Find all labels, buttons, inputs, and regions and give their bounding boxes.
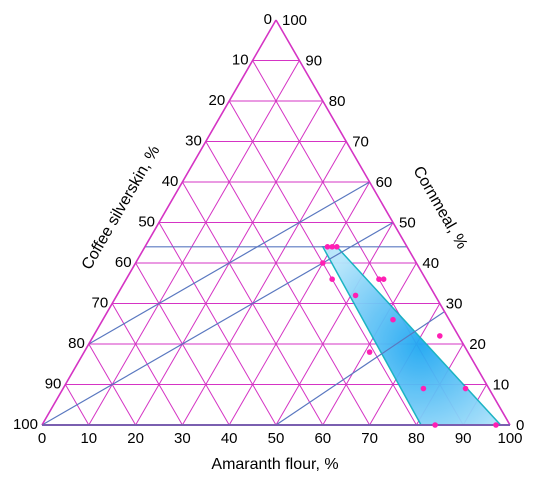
data-point-5 [329,276,335,283]
tick-amaranth-50: 50 [268,430,285,447]
data-point-9 [390,316,396,323]
data-point-11 [437,333,443,339]
data-point-10 [366,349,373,355]
reference-line-4 [275,311,445,426]
amaranth-axis-label: Amaranth flour, % [211,456,338,473]
data-point-2 [329,244,335,250]
tick-coffee-70: 70 [92,295,109,312]
data-point-13 [462,385,469,392]
tick-amaranth-30: 30 [174,430,191,447]
cornmeal-axis-label: Cornmeal, % [409,163,470,252]
data-point-15 [493,422,499,428]
tick-cornmeal-60: 60 [376,174,393,191]
tick-amaranth-70: 70 [361,430,378,447]
tick-coffee-100: 100 [13,416,38,433]
tick-coffee-20: 20 [209,92,226,109]
tick-cornmeal-40: 40 [422,255,439,272]
tick-amaranth-40: 40 [221,430,238,447]
tick-labels: 0 10 20 30 40 50 60 70 80 90 100010203040506070809… [13,11,524,447]
tick-cornmeal-70: 70 [352,134,369,151]
grid-line-amaranth-50 [275,222,394,426]
tick-cornmeal-30: 30 [446,296,463,313]
tick-amaranth-60: 60 [314,430,331,447]
tick-amaranth-100: 100 [497,430,522,447]
tick-amaranth-80: 80 [408,430,425,447]
tick-coffee-60: 60 [115,254,132,271]
tick-coffee-40: 40 [162,173,179,190]
triangle-frame [41,19,511,426]
data-point-7 [380,276,387,283]
data-point-3 [334,244,340,250]
tick-cornmeal-0: 0 [516,417,524,434]
reference-line-1 [41,221,394,426]
tick-coffee-90: 90 [45,376,62,393]
data-point-6 [376,276,382,283]
tick-cornmeal-10: 10 [493,377,510,394]
reference-lines [41,181,445,426]
frame-right-edge [275,19,511,426]
data-point-12 [420,385,427,392]
tick-coffee-0: 0 [264,11,272,28]
data-points [320,244,499,428]
tick-coffee-80: 80 [68,335,85,352]
tick-cornmeal-80: 80 [329,93,346,110]
tick-amaranth-20: 20 [127,430,144,447]
tick-coffee-50: 50 [138,214,155,231]
tick-amaranth-90: 90 [455,430,472,447]
data-point-14 [432,422,438,428]
tick-amaranth-0: 0 [38,430,46,447]
frame-left-edge [41,19,277,426]
data-point-8 [352,292,359,299]
reference-line-2 [88,181,370,345]
grid-line-amaranth-10 [88,60,300,426]
tick-amaranth-10: 10 [80,430,97,447]
tick-coffee-30: 30 [185,133,202,150]
grid-line-amaranth-30 [181,141,347,426]
tick-coffee-10: 10 [232,52,249,69]
grid-line-amaranth-60 [322,262,417,426]
tick-cornmeal-90: 90 [305,53,322,70]
data-point-4 [320,260,326,266]
tick-cornmeal-100: 100 [282,12,307,29]
tick-cornmeal-50: 50 [399,215,416,232]
data-point-1 [324,244,331,250]
tick-cornmeal-20: 20 [469,336,486,353]
